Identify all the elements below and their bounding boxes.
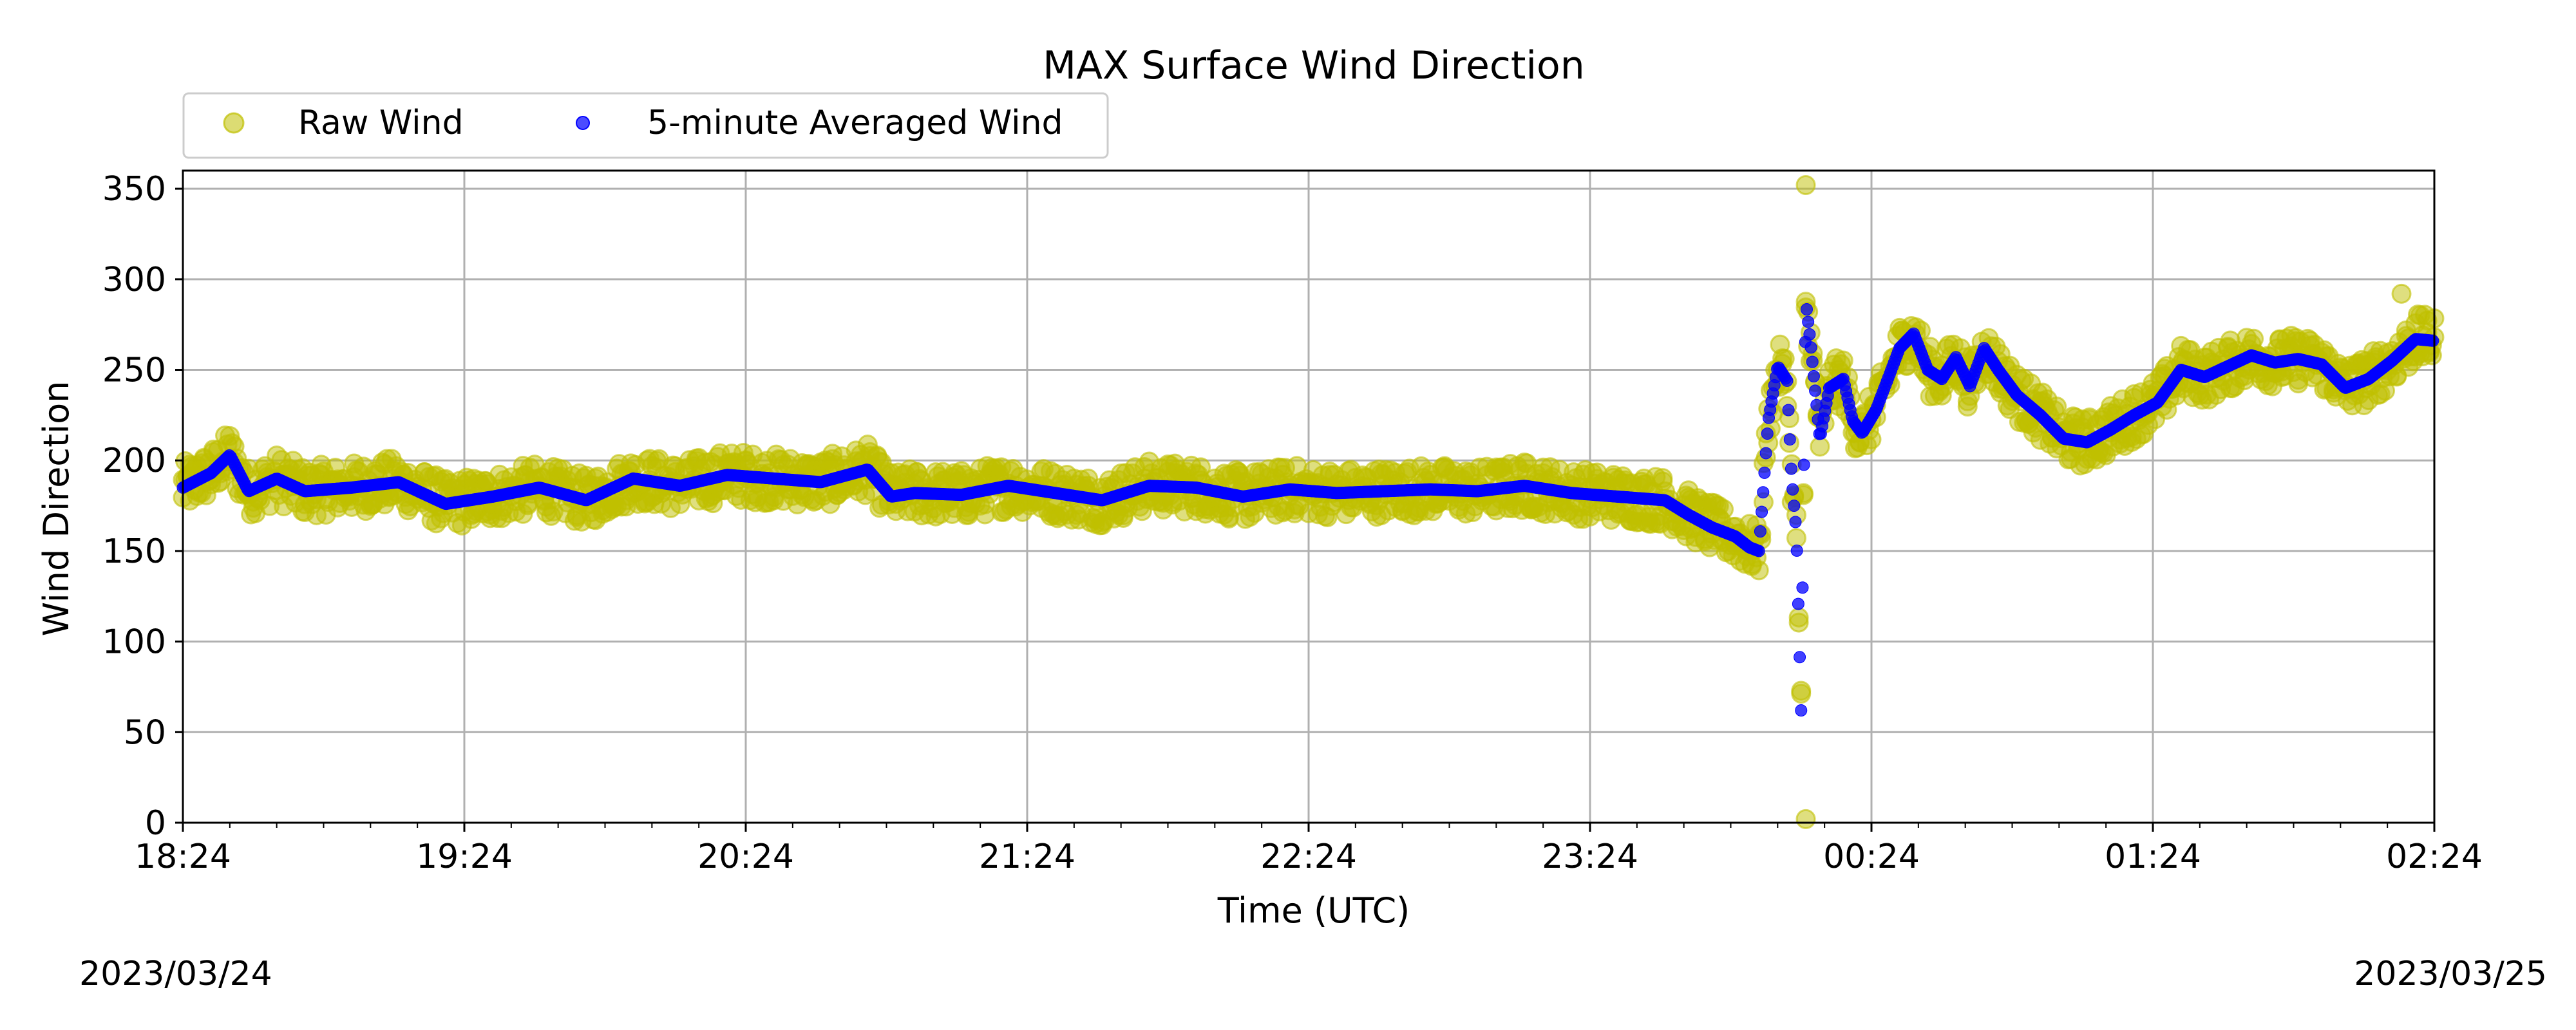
y-tick-label: 250 [102, 351, 166, 390]
x-tick-label: 00:24 [1823, 838, 1920, 876]
x-tick-label: 21:24 [979, 838, 1075, 876]
x-tick-label: 22:24 [1260, 838, 1357, 876]
raw-wind-point [1748, 560, 1769, 581]
raw-wind-point [1795, 175, 1816, 196]
raw-wind-point [1833, 350, 1853, 371]
y-tick-label: 0 [145, 804, 166, 843]
averaged-wind-point [1806, 355, 1819, 368]
averaged-wind-point [1757, 486, 1770, 499]
y-axis-label: Wind Direction [36, 381, 77, 637]
end-date-label: 2023/03/25 [2354, 955, 2547, 993]
averaged-wind-point [1761, 427, 1774, 440]
averaged-wind-point [1758, 466, 1771, 479]
averaged-wind-point [2427, 334, 2439, 347]
averaged-wind-point [1809, 384, 1822, 397]
legend-raw-wind-marker [223, 112, 245, 134]
x-tick-label: 01:24 [2105, 838, 2201, 876]
chart-title: MAX Surface Wind Direction [1043, 43, 1585, 88]
raw-wind-point [1714, 499, 1734, 520]
averaged-wind-point [1786, 483, 1799, 496]
averaged-wind-point [1803, 328, 1816, 341]
legend-averaged-wind-label: 5-minute Averaged Wind [647, 104, 1063, 142]
averaged-wind-point [1804, 341, 1817, 354]
averaged-wind-point [1785, 462, 1797, 475]
x-tick-label: 02:24 [2386, 838, 2483, 876]
averaged-wind-point [1790, 544, 1803, 557]
x-tick-label: 19:24 [416, 838, 513, 876]
raw-wind-point [974, 504, 995, 525]
x-tick-label: 23:24 [1542, 838, 1638, 876]
averaged-wind-point [1800, 303, 1813, 316]
raw-wind-point [2391, 283, 2412, 304]
raw-wind-point [1810, 436, 1830, 457]
x-axis-label: Time (UTC) [1217, 890, 1410, 931]
averaged-wind-point [1789, 516, 1802, 529]
averaged-wind-point [1802, 315, 1815, 328]
y-tick-label: 150 [102, 532, 166, 571]
y-tick-label: 50 [124, 713, 166, 752]
averaged-wind-point [1752, 545, 1765, 557]
start-date-label: 2023/03/24 [79, 955, 272, 993]
averaged-wind-point [1781, 374, 1794, 387]
y-tick-label: 300 [102, 261, 166, 299]
averaged-wind-point [1783, 433, 1796, 446]
averaged-wind-point [1792, 597, 1804, 610]
legend: Raw Wind 5-minute Averaged Wind [182, 92, 1109, 159]
y-tick-label: 100 [102, 623, 166, 662]
y-tick-label: 200 [102, 442, 166, 480]
raw-wind-point [1795, 809, 1816, 829]
x-tick-label: 20:24 [697, 838, 794, 876]
averaged-wind-point [1795, 704, 1808, 717]
averaged-wind-point [1756, 505, 1768, 518]
averaged-wind-point [1794, 651, 1806, 664]
averaged-wind-point [1807, 370, 1820, 383]
averaged-wind-point [1788, 500, 1801, 512]
averaged-wind-point [1796, 581, 1809, 594]
averaged-wind-point [1759, 447, 1772, 460]
averaged-wind-point [1754, 525, 1766, 538]
y-tick-label: 350 [102, 170, 166, 209]
raw-wind-point [1788, 607, 1809, 628]
raw-wind-point [1786, 528, 1806, 548]
legend-averaged-wind-marker [576, 116, 590, 130]
averaged-wind-point [1797, 458, 1810, 471]
legend-raw-wind-label: Raw Wind [298, 104, 464, 142]
raw-wind-point [1791, 680, 1812, 701]
x-tick-label: 18:24 [135, 838, 231, 876]
averaged-wind-point [1782, 404, 1795, 417]
